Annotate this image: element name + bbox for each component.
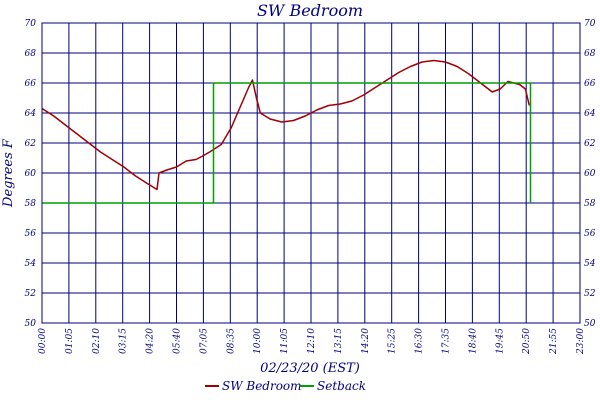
legend-label: SW Bedroom: [222, 379, 302, 393]
y-tick-label-right: 66: [584, 79, 596, 89]
series-line-setback: [42, 82, 532, 204]
x-axis-ticks: 00:00 01:05 02:10 03:15 04:20 05:40 07:05 08:35…: [38, 328, 586, 355]
y-tick-label-right: 50: [584, 319, 596, 329]
chart-title: SW Bedroom: [257, 1, 363, 20]
y-tick-label-left: 68: [25, 49, 37, 59]
x-tick-label: 20:50: [522, 328, 532, 355]
y-tick-label-right: 70: [584, 19, 596, 29]
x-tick-label: 05:40: [173, 328, 183, 354]
legend: SW Bedroom Setback: [205, 379, 366, 393]
grid-lines: [41, 22, 581, 324]
y-axis-right-ticks: 50 52 54 56 58 60 62 64 66 68 70: [584, 19, 596, 329]
y-tick-label-left: 64: [25, 109, 37, 119]
y-axis-left-ticks: 50 52 54 56 58 60 62 64 66 68 70: [25, 19, 37, 329]
series-layer: [41, 59, 532, 204]
y-tick-label-left: 56: [25, 229, 37, 239]
x-tick-label: 13:15: [334, 328, 344, 354]
y-tick-label-right: 52: [584, 289, 596, 299]
y-tick-label-left: 70: [25, 19, 37, 29]
y-tick-label-left: 54: [25, 259, 37, 269]
y-axis-label: Degrees F: [1, 138, 16, 208]
x-tick-label: 02:10: [92, 328, 102, 354]
y-tick-label-left: 66: [25, 79, 37, 89]
x-axis-label: 02/23/20 (EST): [260, 361, 360, 376]
y-tick-label-left: 52: [25, 289, 37, 299]
y-tick-label-right: 64: [584, 109, 596, 119]
legend-label: Setback: [317, 379, 366, 393]
y-tick-label-right: 54: [584, 259, 596, 269]
x-tick-label: 01:05: [65, 328, 75, 354]
x-tick-label: 14:20: [361, 328, 371, 354]
y-tick-label-left: 58: [25, 199, 37, 209]
x-tick-label: 16:30: [415, 328, 425, 354]
x-tick-label: 11:05: [280, 328, 290, 354]
x-tick-label: 03:15: [119, 328, 129, 354]
x-tick-label: 12:10: [307, 328, 317, 354]
x-tick-label: 10:00: [253, 328, 263, 354]
x-tick-label: 21:55: [549, 328, 559, 355]
x-tick-label: 18:40: [468, 328, 478, 354]
series-line-sw-bedroom: [41, 59, 531, 191]
y-tick-label-right: 56: [584, 229, 596, 239]
x-tick-label: 04:20: [146, 328, 156, 354]
y-tick-label-right: 60: [584, 169, 596, 179]
x-tick-label: 17:35: [442, 328, 452, 354]
x-tick-label: 08:35: [226, 328, 236, 354]
x-tick-label: 15:25: [388, 328, 398, 354]
y-tick-label-left: 50: [25, 319, 37, 329]
y-tick-label-right: 68: [584, 49, 596, 59]
x-tick-label: 23:00: [576, 328, 586, 355]
x-tick-label: 00:00: [38, 328, 48, 354]
y-tick-label-right: 62: [584, 139, 596, 149]
x-tick-label: 19:45: [495, 328, 505, 354]
y-tick-label-right: 58: [584, 199, 596, 209]
y-tick-label-left: 62: [25, 139, 37, 149]
x-tick-label: 07:05: [199, 328, 209, 354]
plot-border: [41, 22, 581, 324]
y-tick-label-left: 60: [25, 169, 37, 179]
